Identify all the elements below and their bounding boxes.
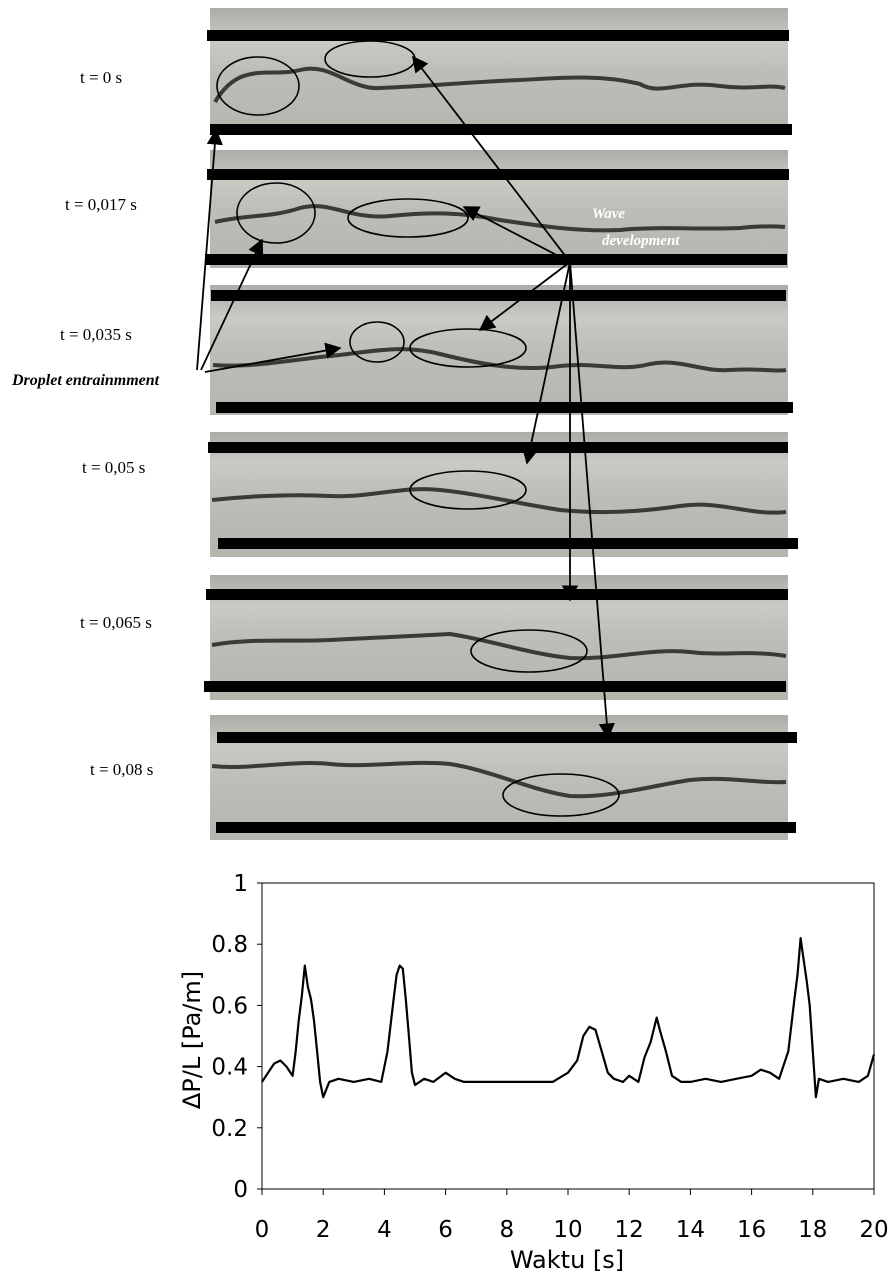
x-tick-label: 16 — [737, 1217, 766, 1243]
liquid-interface — [211, 760, 787, 799]
wave-arrow — [412, 55, 571, 263]
liquid-interface — [214, 204, 786, 233]
x-tick-label: 2 — [316, 1217, 331, 1243]
wave-region-ellipse — [409, 328, 527, 368]
frame-4: t = 0,065 s — [80, 575, 788, 700]
pipe-wall-top — [206, 589, 788, 600]
series-line — [261, 937, 876, 1099]
x-axis-label: Waktu [s] — [510, 1246, 624, 1274]
wave-arrow — [462, 206, 571, 263]
frame-0: t = 0 s — [80, 8, 792, 135]
droplet-arrow — [204, 342, 342, 373]
wave-development-label: Wave — [592, 206, 625, 222]
y-tick-label: 0.8 — [211, 932, 248, 958]
pipe-wall-bottom — [216, 822, 796, 833]
pipe-wall-bottom — [218, 538, 798, 549]
y-tick-label: 0.2 — [211, 1116, 248, 1142]
liquid-interface — [213, 66, 786, 104]
plot-area — [261, 882, 875, 1190]
wave-arrow — [478, 261, 571, 331]
wave-arrow — [522, 261, 571, 465]
frame-1: t = 0,017 s — [65, 150, 789, 268]
time-label: t = 0,017 s — [65, 195, 137, 214]
y-tick-label: 0.6 — [211, 993, 248, 1019]
x-tick-label: 18 — [798, 1217, 827, 1243]
y-axis-label: ΔP/L [Pa/m] — [178, 971, 206, 1109]
frame-photo — [210, 285, 788, 415]
y-tick-label: 1 — [233, 871, 248, 897]
frame-2: t = 0,035 s — [60, 285, 793, 415]
droplet-region-ellipse — [216, 56, 300, 116]
wave-region-ellipse — [470, 629, 588, 673]
x-tick-label: 12 — [615, 1217, 644, 1243]
pipe-wall-bottom — [216, 402, 793, 413]
x-axis: 0 2 4 6 8 10 12 14 16 18 20 — [255, 1189, 889, 1243]
pipe-wall-top — [217, 732, 797, 743]
liquid-interface — [211, 487, 787, 515]
pipe-wall-top — [207, 30, 789, 41]
x-tick-label: 0 — [255, 1217, 270, 1243]
time-label: t = 0 s — [80, 68, 122, 87]
x-tick-label: 6 — [438, 1217, 453, 1243]
y-axis: 0 0.2 0.4 0.6 0.8 1 — [211, 871, 262, 1203]
time-label: t = 0,05 s — [82, 458, 145, 477]
time-label: t = 0,065 s — [80, 613, 152, 632]
droplet-arrow — [200, 238, 264, 371]
y-tick-label: 0 — [233, 1177, 248, 1203]
wave-development-label: development — [602, 233, 680, 249]
pipe-wall-top — [211, 290, 786, 301]
x-tick-label: 10 — [553, 1217, 582, 1243]
liquid-interface — [211, 631, 787, 661]
pipe-wall-bottom — [205, 254, 787, 265]
droplet-region-ellipse — [349, 321, 405, 363]
pipe-wall-top — [207, 169, 789, 180]
frame-5: t = 0,08 s — [90, 715, 797, 840]
annotation-arrows — [196, 55, 615, 740]
y-tick-label: 0.4 — [211, 1055, 248, 1081]
frame-photo — [210, 8, 788, 135]
wave-region-ellipse — [502, 773, 620, 817]
pipe-wall-top — [208, 442, 788, 453]
wave-region-ellipse — [409, 470, 527, 510]
pipe-wall-bottom — [204, 681, 786, 692]
time-label: t = 0,035 s — [60, 325, 132, 344]
x-tick-label: 4 — [377, 1217, 392, 1243]
droplet-entrainment-label: Droplet entrainmment — [11, 372, 160, 389]
frame-3: t = 0,05 s — [82, 432, 798, 557]
pipe-wall-bottom — [210, 124, 792, 135]
pressure-drop-chart: 0 0.2 0.4 0.6 0.8 1 0 2 4 6 8 10 12 14 16 18 20 ΔP/L [P… — [178, 871, 889, 1274]
time-label: t = 0,08 s — [90, 760, 153, 779]
x-tick-label: 20 — [859, 1217, 888, 1243]
droplet-region-ellipse — [236, 182, 316, 244]
droplet-arrow — [196, 128, 223, 371]
wave-arrow — [569, 261, 615, 740]
x-tick-label: 8 — [499, 1217, 514, 1243]
x-tick-label: 14 — [676, 1217, 705, 1243]
